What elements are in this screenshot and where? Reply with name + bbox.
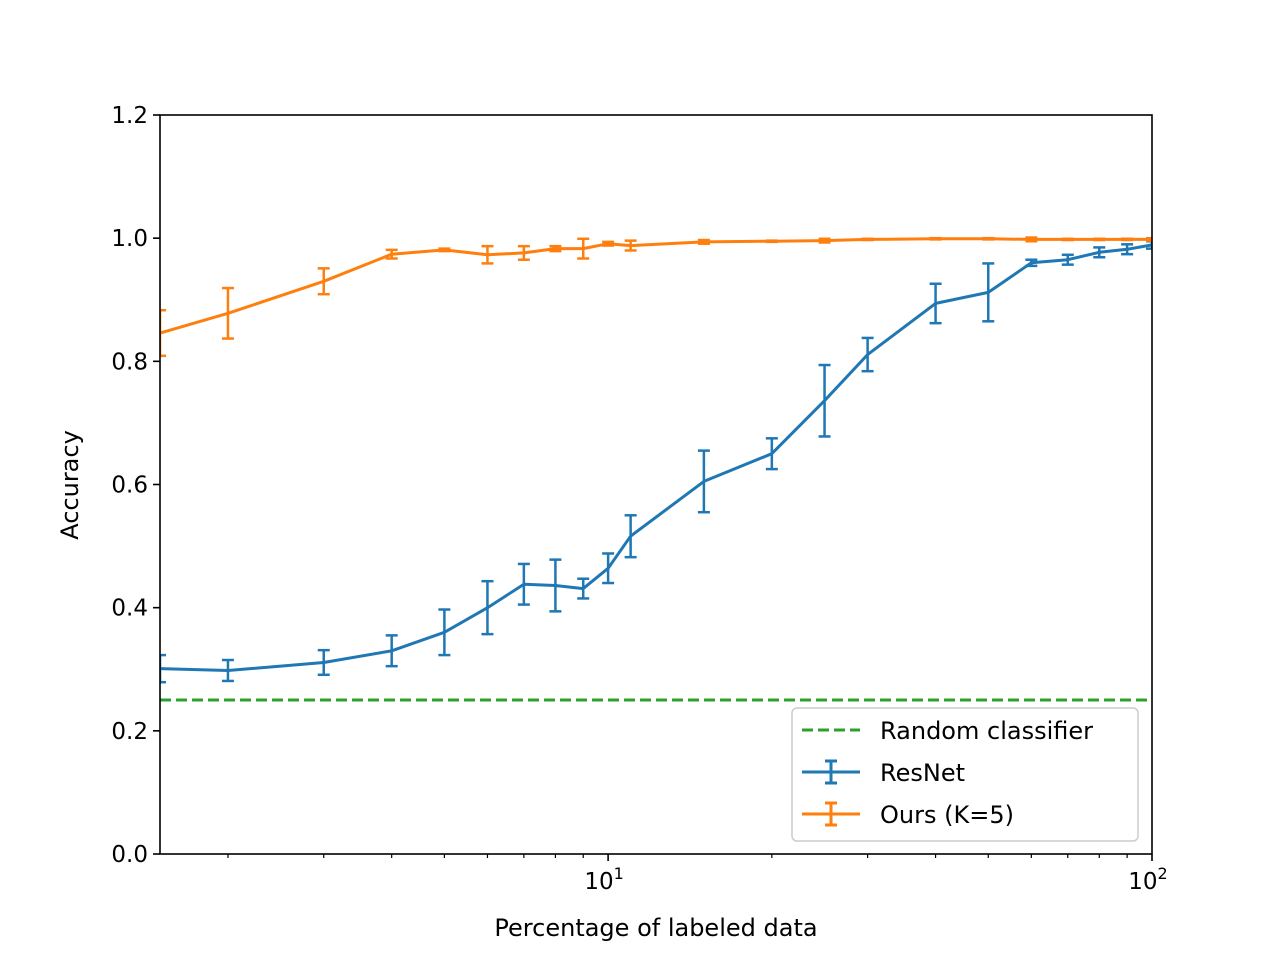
error-bar-resnet [697, 449, 710, 514]
y-axis-label: Accuracy [56, 430, 84, 540]
y-tick-label: 1.0 [111, 226, 148, 252]
error-bar-resnet [1025, 258, 1038, 268]
error-bar-resnet [577, 577, 590, 600]
error-bar-ours [549, 244, 562, 253]
error-bar-ours [861, 237, 874, 242]
error-bar-resnet [861, 336, 874, 373]
error-bar-ours [929, 236, 942, 241]
error-bar-ours [818, 237, 831, 244]
y-tick-label: 0.0 [111, 842, 148, 868]
error-bar-resnet [1093, 246, 1106, 259]
error-bar-resnet [385, 634, 398, 668]
error-bar-resnet [602, 552, 615, 585]
error-bar-resnet [517, 562, 530, 606]
error-bar-ours [481, 244, 494, 265]
error-bar-ours [765, 239, 778, 244]
error-bar-ours [1061, 237, 1074, 242]
error-bar-ours [1093, 237, 1106, 242]
error-bar-ours [982, 236, 995, 241]
error-bar-ours [1146, 236, 1152, 242]
error-bar-ours [438, 247, 451, 253]
legend-label-resnet: ResNet [880, 759, 965, 787]
error-bar-resnet [549, 558, 562, 613]
series-ours [160, 236, 1152, 358]
error-bar-resnet [438, 608, 451, 657]
error-bar-resnet [1061, 253, 1074, 266]
error-bar-ours [160, 308, 166, 358]
legend-box [791, 707, 1139, 842]
error-bar-ours [517, 244, 530, 261]
legend-label-ours: Ours (K=5) [880, 801, 1014, 829]
error-bar-resnet [481, 579, 494, 636]
legend-swatch-ours [802, 801, 860, 827]
legend: Random classifier ResNet Ours (K=5) [791, 707, 1139, 842]
y-tick-label: 0.6 [111, 473, 148, 499]
error-bar-ours [602, 240, 615, 247]
x-tick-label: 102 [1128, 864, 1167, 895]
error-bar-resnet [1121, 243, 1134, 256]
error-bar-resnet [982, 262, 995, 323]
x-axis-label: Percentage of labeled data [494, 914, 817, 942]
legend-swatch-resnet [802, 759, 860, 785]
y-tick-label: 0.4 [111, 596, 148, 622]
error-bar-resnet [317, 648, 330, 677]
error-bar-resnet [765, 437, 778, 471]
error-bar-resnet [624, 514, 637, 559]
error-bar-ours [221, 286, 234, 340]
legend-label-random-classifier: Random classifier [880, 717, 1093, 745]
series-line-ours [160, 237, 1152, 335]
error-bar-resnet [221, 658, 234, 683]
error-bar-ours [1025, 236, 1038, 243]
y-tick-label: 1.2 [111, 103, 148, 129]
error-bar-ours [1121, 237, 1134, 242]
error-bar-ours [697, 238, 710, 245]
error-bar-ours [624, 239, 637, 252]
error-bar-ours [577, 237, 590, 260]
error-bar-resnet [929, 282, 942, 325]
y-tick-label: 0.2 [111, 719, 148, 745]
x-tick-label: 101 [584, 864, 623, 895]
error-bar-resnet [160, 653, 166, 684]
y-tick-label: 0.8 [111, 349, 148, 375]
error-bar-ours [317, 267, 330, 296]
series-resnet [160, 239, 1152, 684]
error-bar-ours [385, 248, 398, 260]
series-line-resnet [160, 243, 1152, 672]
error-bar-resnet [818, 363, 831, 438]
